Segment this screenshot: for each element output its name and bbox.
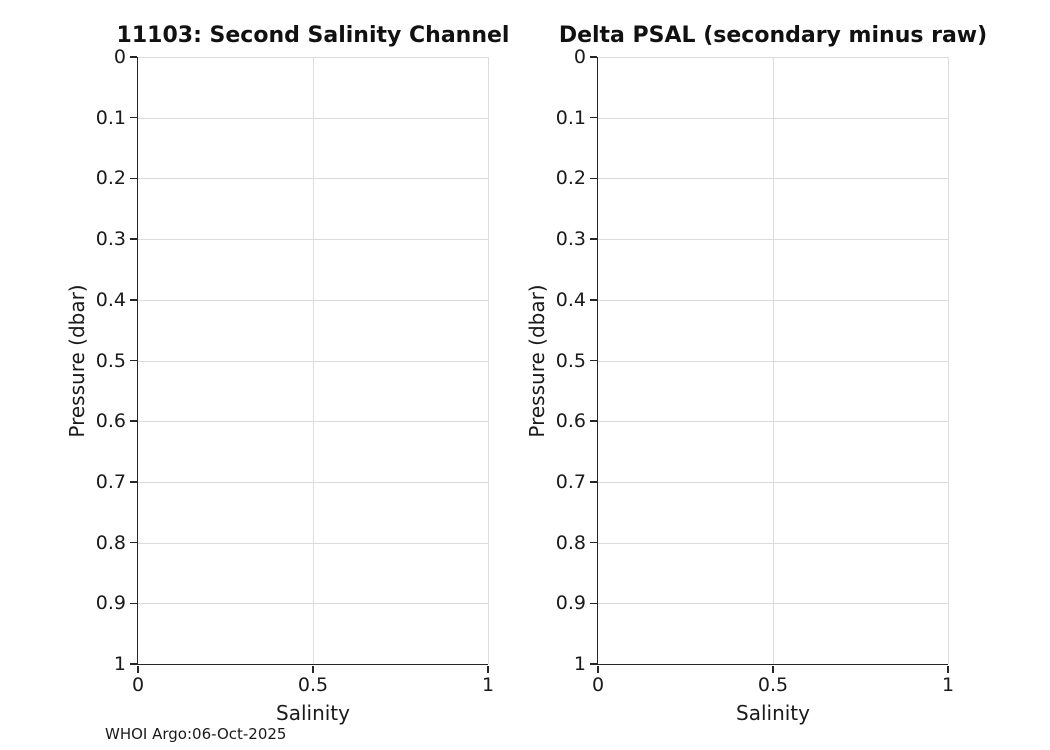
y-tick-label: 0 — [113, 46, 126, 68]
x-tick-label: 0.5 — [757, 674, 789, 696]
y-tick-label: 0.4 — [555, 288, 586, 311]
y-tick-mark — [129, 420, 137, 422]
y-tick-label: 0.5 — [555, 349, 586, 372]
y-tick-mark — [589, 238, 597, 240]
x-tick-label: 1 — [481, 674, 495, 696]
y-tick-mark — [129, 56, 137, 58]
y-tick-label: 0.4 — [95, 288, 126, 311]
y-tick-label: 0.9 — [555, 592, 586, 615]
y-tick-label: 0.7 — [95, 470, 126, 493]
y-tick-mark — [589, 602, 597, 605]
y-tick-mark — [589, 359, 597, 362]
x-axis-label: Salinity — [276, 701, 350, 725]
x-gridline — [773, 57, 774, 664]
x-tick-mark — [597, 666, 599, 673]
y-tick-label: 0.6 — [95, 410, 126, 433]
y-tick-mark — [129, 663, 137, 665]
plot-title: Delta PSAL (secondary minus raw) — [558, 23, 988, 48]
y-tick-label: 0.1 — [95, 106, 126, 129]
y-tick-mark — [129, 359, 137, 362]
y-tick-mark — [129, 602, 137, 605]
y-tick-label: 0.8 — [555, 531, 586, 554]
x-tick-mark — [487, 666, 489, 673]
y-tick-label: 0.3 — [555, 228, 586, 251]
y-tick-mark — [589, 481, 597, 483]
x-tick-label: 0.5 — [297, 674, 329, 696]
y-tick-label: 0.8 — [95, 531, 126, 554]
y-tick-mark — [589, 177, 597, 180]
y-tick-label: 0.9 — [95, 592, 126, 615]
y-tick-label: 0 — [573, 46, 586, 68]
y-tick-mark — [129, 238, 137, 240]
y-tick-label: 0.5 — [95, 349, 126, 372]
x-tick-mark — [947, 666, 949, 673]
y-tick-mark — [589, 116, 597, 119]
x-tick-label: 1 — [941, 674, 955, 696]
x-tick-mark — [772, 666, 774, 673]
y-tick-mark — [589, 541, 597, 544]
x-tick-label: 0 — [591, 674, 605, 696]
y-tick-mark — [589, 420, 597, 422]
x-gridline — [948, 57, 949, 664]
y-tick-mark — [129, 177, 137, 180]
x-tick-mark — [312, 666, 314, 673]
footer-credit: WHOI Argo:06-Oct-2025 — [105, 725, 287, 743]
y-tick-label: 0.1 — [555, 106, 586, 129]
x-gridline — [313, 57, 314, 664]
y-tick-label: 0.2 — [95, 167, 126, 190]
y-tick-label: 0.3 — [95, 228, 126, 251]
y-tick-mark — [129, 116, 137, 119]
y-tick-mark — [129, 481, 137, 483]
y-tick-label: 0.7 — [555, 470, 586, 493]
x-axis-label: Salinity — [736, 701, 810, 725]
right-plot-axes: Delta PSAL (secondary minus raw) Pressur… — [525, 23, 987, 725]
y-tick-mark — [129, 541, 137, 544]
x-gridline — [488, 57, 489, 664]
left-plot-axes: 11103: Second Salinity Channel Pressure … — [65, 23, 509, 725]
y-tick-mark — [589, 299, 597, 301]
y-tick-label: 0.6 — [555, 410, 586, 433]
y-tick-label: 1 — [113, 653, 126, 675]
y-tick-mark — [129, 299, 137, 301]
y-tick-label: 0.2 — [555, 167, 586, 190]
plot-title: 11103: Second Salinity Channel — [116, 23, 510, 48]
y-tick-mark — [589, 663, 597, 665]
x-tick-mark — [137, 666, 139, 673]
y-tick-label: 1 — [573, 653, 586, 675]
x-tick-label: 0 — [131, 674, 145, 696]
y-tick-mark — [589, 56, 597, 58]
